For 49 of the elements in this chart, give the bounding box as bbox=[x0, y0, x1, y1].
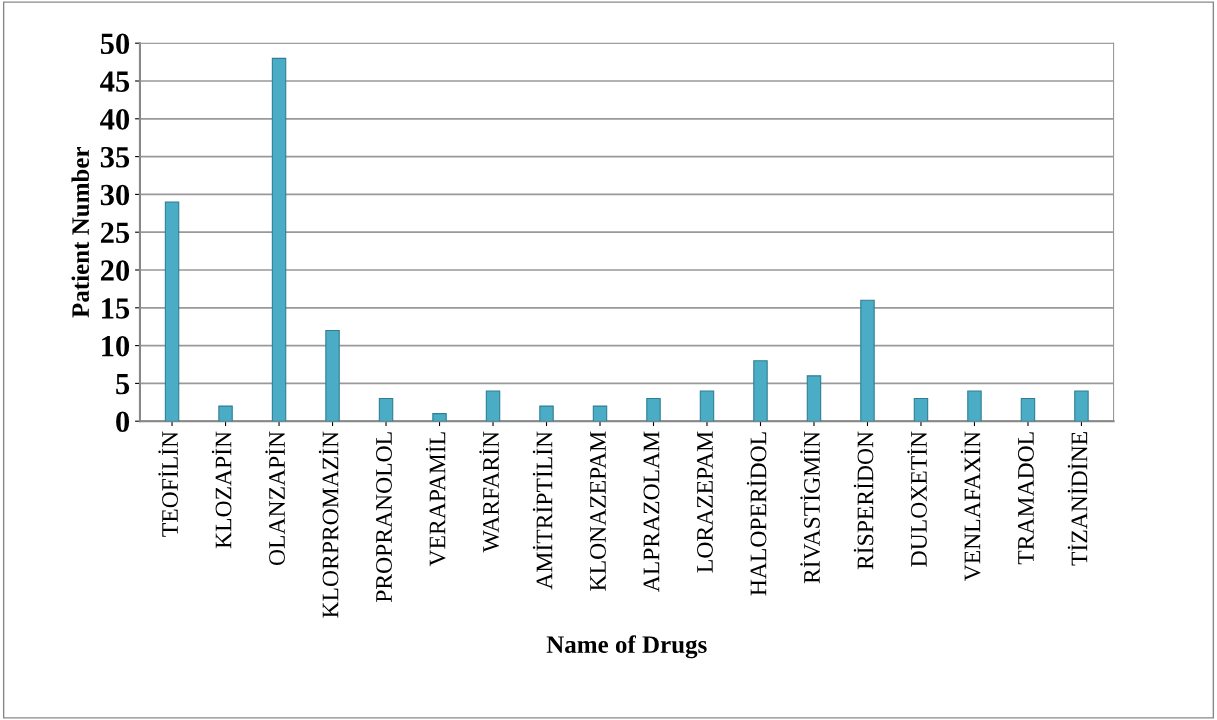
x-tick-label: VERAPAMİL bbox=[425, 432, 446, 567]
x-tick-label: VENLAFAXİN bbox=[960, 431, 981, 582]
x-tick-label: KLORPROMAZİN bbox=[318, 431, 339, 618]
x-tick-label: TRAMADOL bbox=[1018, 432, 1034, 565]
bar bbox=[860, 299, 875, 422]
x-tick-label: TİZANİDİNE bbox=[1067, 432, 1088, 566]
x-tick-label: RİVASTİGMİN bbox=[800, 431, 821, 584]
bar bbox=[432, 413, 447, 422]
y-tick-label: 45 bbox=[100, 71, 130, 92]
y-tick-label: 20 bbox=[100, 260, 130, 281]
x-tick-label: PROPRANOLOL bbox=[376, 432, 392, 603]
y-tick-label: 25 bbox=[100, 222, 130, 244]
x-tick-label: KLOZAPİN bbox=[211, 431, 232, 549]
x-tick-label: TEOFİLİN bbox=[158, 431, 178, 537]
y-tick-label: 40 bbox=[100, 109, 130, 130]
x-tick-label: HALOPERİDOL bbox=[746, 432, 767, 596]
x-tick-label: WARFARİN bbox=[479, 431, 500, 553]
bar bbox=[378, 397, 394, 422]
x-axis-title: Name of Drugs bbox=[546, 635, 707, 659]
y-tick-label: 15 bbox=[102, 298, 130, 319]
y-tick-label: 35 bbox=[100, 146, 130, 168]
bar bbox=[271, 57, 287, 422]
x-tick-label: ALPRAZOLAM bbox=[643, 431, 660, 593]
y-tick-label: 5 bbox=[116, 373, 130, 395]
bar bbox=[325, 329, 340, 422]
y-tick-label: 0 bbox=[116, 411, 130, 433]
x-tick-label: KLONAZEPAM bbox=[590, 431, 606, 591]
bar bbox=[592, 405, 608, 422]
bar bbox=[967, 390, 982, 422]
bar bbox=[913, 397, 929, 422]
y-tick-label: 10 bbox=[102, 335, 130, 357]
bar bbox=[699, 390, 715, 422]
x-tick-label: OLANZAPİN bbox=[265, 431, 285, 566]
x-tick-label: DULOXETİN bbox=[907, 431, 927, 567]
bar bbox=[1020, 397, 1036, 422]
bar bbox=[539, 405, 554, 422]
y-tick-label: 50 bbox=[100, 33, 130, 55]
y-tick-label: 30 bbox=[100, 184, 130, 206]
bar bbox=[1074, 390, 1089, 422]
x-tick-label: RİSPERİDON bbox=[853, 431, 874, 570]
bar bbox=[806, 375, 822, 422]
bar bbox=[164, 201, 180, 422]
bar bbox=[485, 390, 501, 422]
bar bbox=[218, 405, 233, 422]
y-axis-title: Patient Number bbox=[71, 146, 90, 318]
bar bbox=[753, 360, 768, 422]
x-tick-label: LORAZEPAM bbox=[697, 431, 713, 573]
bar bbox=[646, 397, 661, 422]
x-tick-label: AMİTRİPTİLİN bbox=[532, 431, 553, 590]
